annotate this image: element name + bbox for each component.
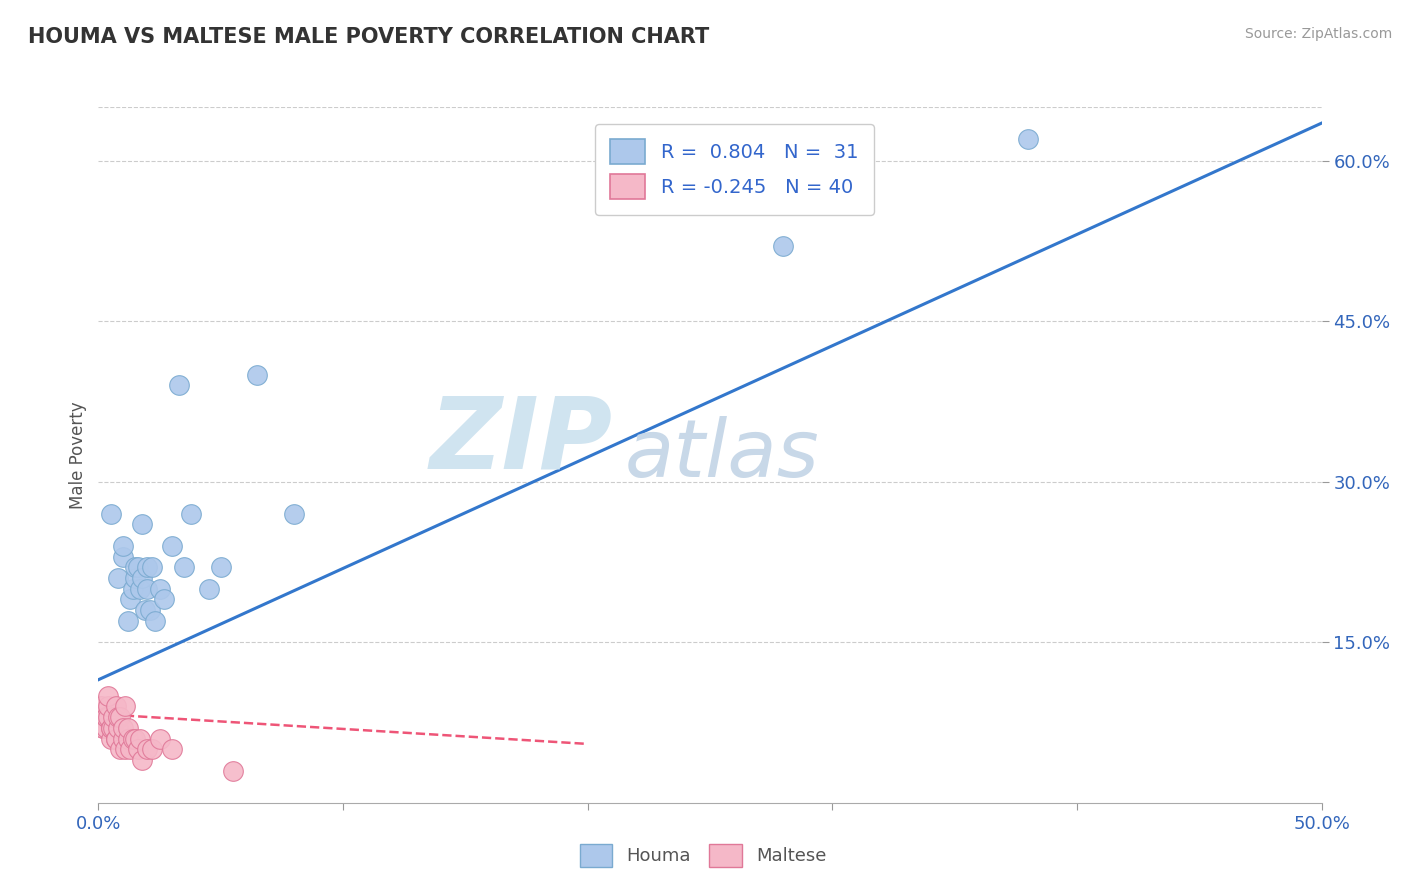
Point [283, 507, 305, 521]
Point [131, 571, 153, 585]
Point [153, 592, 176, 607]
Point [91, 721, 114, 735]
Point [104, 731, 127, 746]
Point [100, 731, 122, 746]
Point [101, 710, 124, 724]
Point [136, 582, 159, 596]
Point [94, 710, 117, 724]
Point [129, 582, 152, 596]
Point [97, 710, 120, 724]
Point [107, 721, 129, 735]
Text: HOUMA VS MALTESE MALE POVERTY CORRELATION CHART: HOUMA VS MALTESE MALE POVERTY CORRELATIO… [28, 27, 710, 46]
Point [94, 710, 117, 724]
Point [111, 539, 134, 553]
Point [209, 560, 232, 574]
Point [111, 549, 134, 564]
Legend: Houma, Maltese: Houma, Maltese [572, 837, 834, 874]
Point [90, 710, 112, 724]
Point [114, 699, 136, 714]
Point [124, 571, 146, 585]
Point [101, 721, 124, 735]
Point [124, 560, 146, 574]
Point [120, 742, 142, 756]
Point [114, 742, 136, 756]
Point [120, 592, 142, 607]
Point [197, 582, 219, 596]
Point [127, 560, 149, 574]
Point [143, 614, 166, 628]
Point [87, 710, 110, 724]
Point [160, 539, 183, 553]
Point [149, 582, 172, 596]
Point [149, 731, 172, 746]
Point [100, 721, 122, 735]
Text: ZIP: ZIP [429, 392, 612, 490]
Point [117, 731, 139, 746]
Point [246, 368, 269, 382]
Point [97, 699, 120, 714]
Point [131, 517, 153, 532]
Point [131, 753, 153, 767]
Point [121, 731, 143, 746]
Point [222, 764, 245, 778]
Point [136, 560, 159, 574]
Point [91, 721, 114, 735]
Point [100, 721, 122, 735]
Point [139, 603, 162, 617]
Point [127, 742, 149, 756]
Point [141, 560, 163, 574]
Point [136, 742, 159, 756]
Point [111, 721, 134, 735]
Point [111, 731, 134, 746]
Point [107, 710, 129, 724]
Point [160, 742, 183, 756]
Point [110, 710, 132, 724]
Point [121, 582, 143, 596]
Text: atlas: atlas [624, 416, 820, 494]
Point [104, 731, 127, 746]
Point [173, 560, 195, 574]
Point [1017, 132, 1039, 146]
Point [104, 699, 127, 714]
Point [134, 603, 156, 617]
Point [167, 378, 190, 392]
Point [90, 699, 112, 714]
Point [117, 721, 139, 735]
Point [129, 731, 152, 746]
Legend: R =  0.804   N =  31, R = -0.245   N = 40: R = 0.804 N = 31, R = -0.245 N = 40 [595, 124, 875, 214]
Point [97, 689, 120, 703]
Text: Source: ZipAtlas.com: Source: ZipAtlas.com [1244, 27, 1392, 41]
Point [110, 742, 132, 756]
Point [117, 614, 139, 628]
Point [141, 742, 163, 756]
Point [180, 507, 202, 521]
Point [100, 507, 122, 521]
Point [124, 731, 146, 746]
Point [107, 571, 129, 585]
Point [772, 239, 794, 253]
Y-axis label: Male Poverty: Male Poverty [69, 401, 87, 508]
Point [94, 721, 117, 735]
